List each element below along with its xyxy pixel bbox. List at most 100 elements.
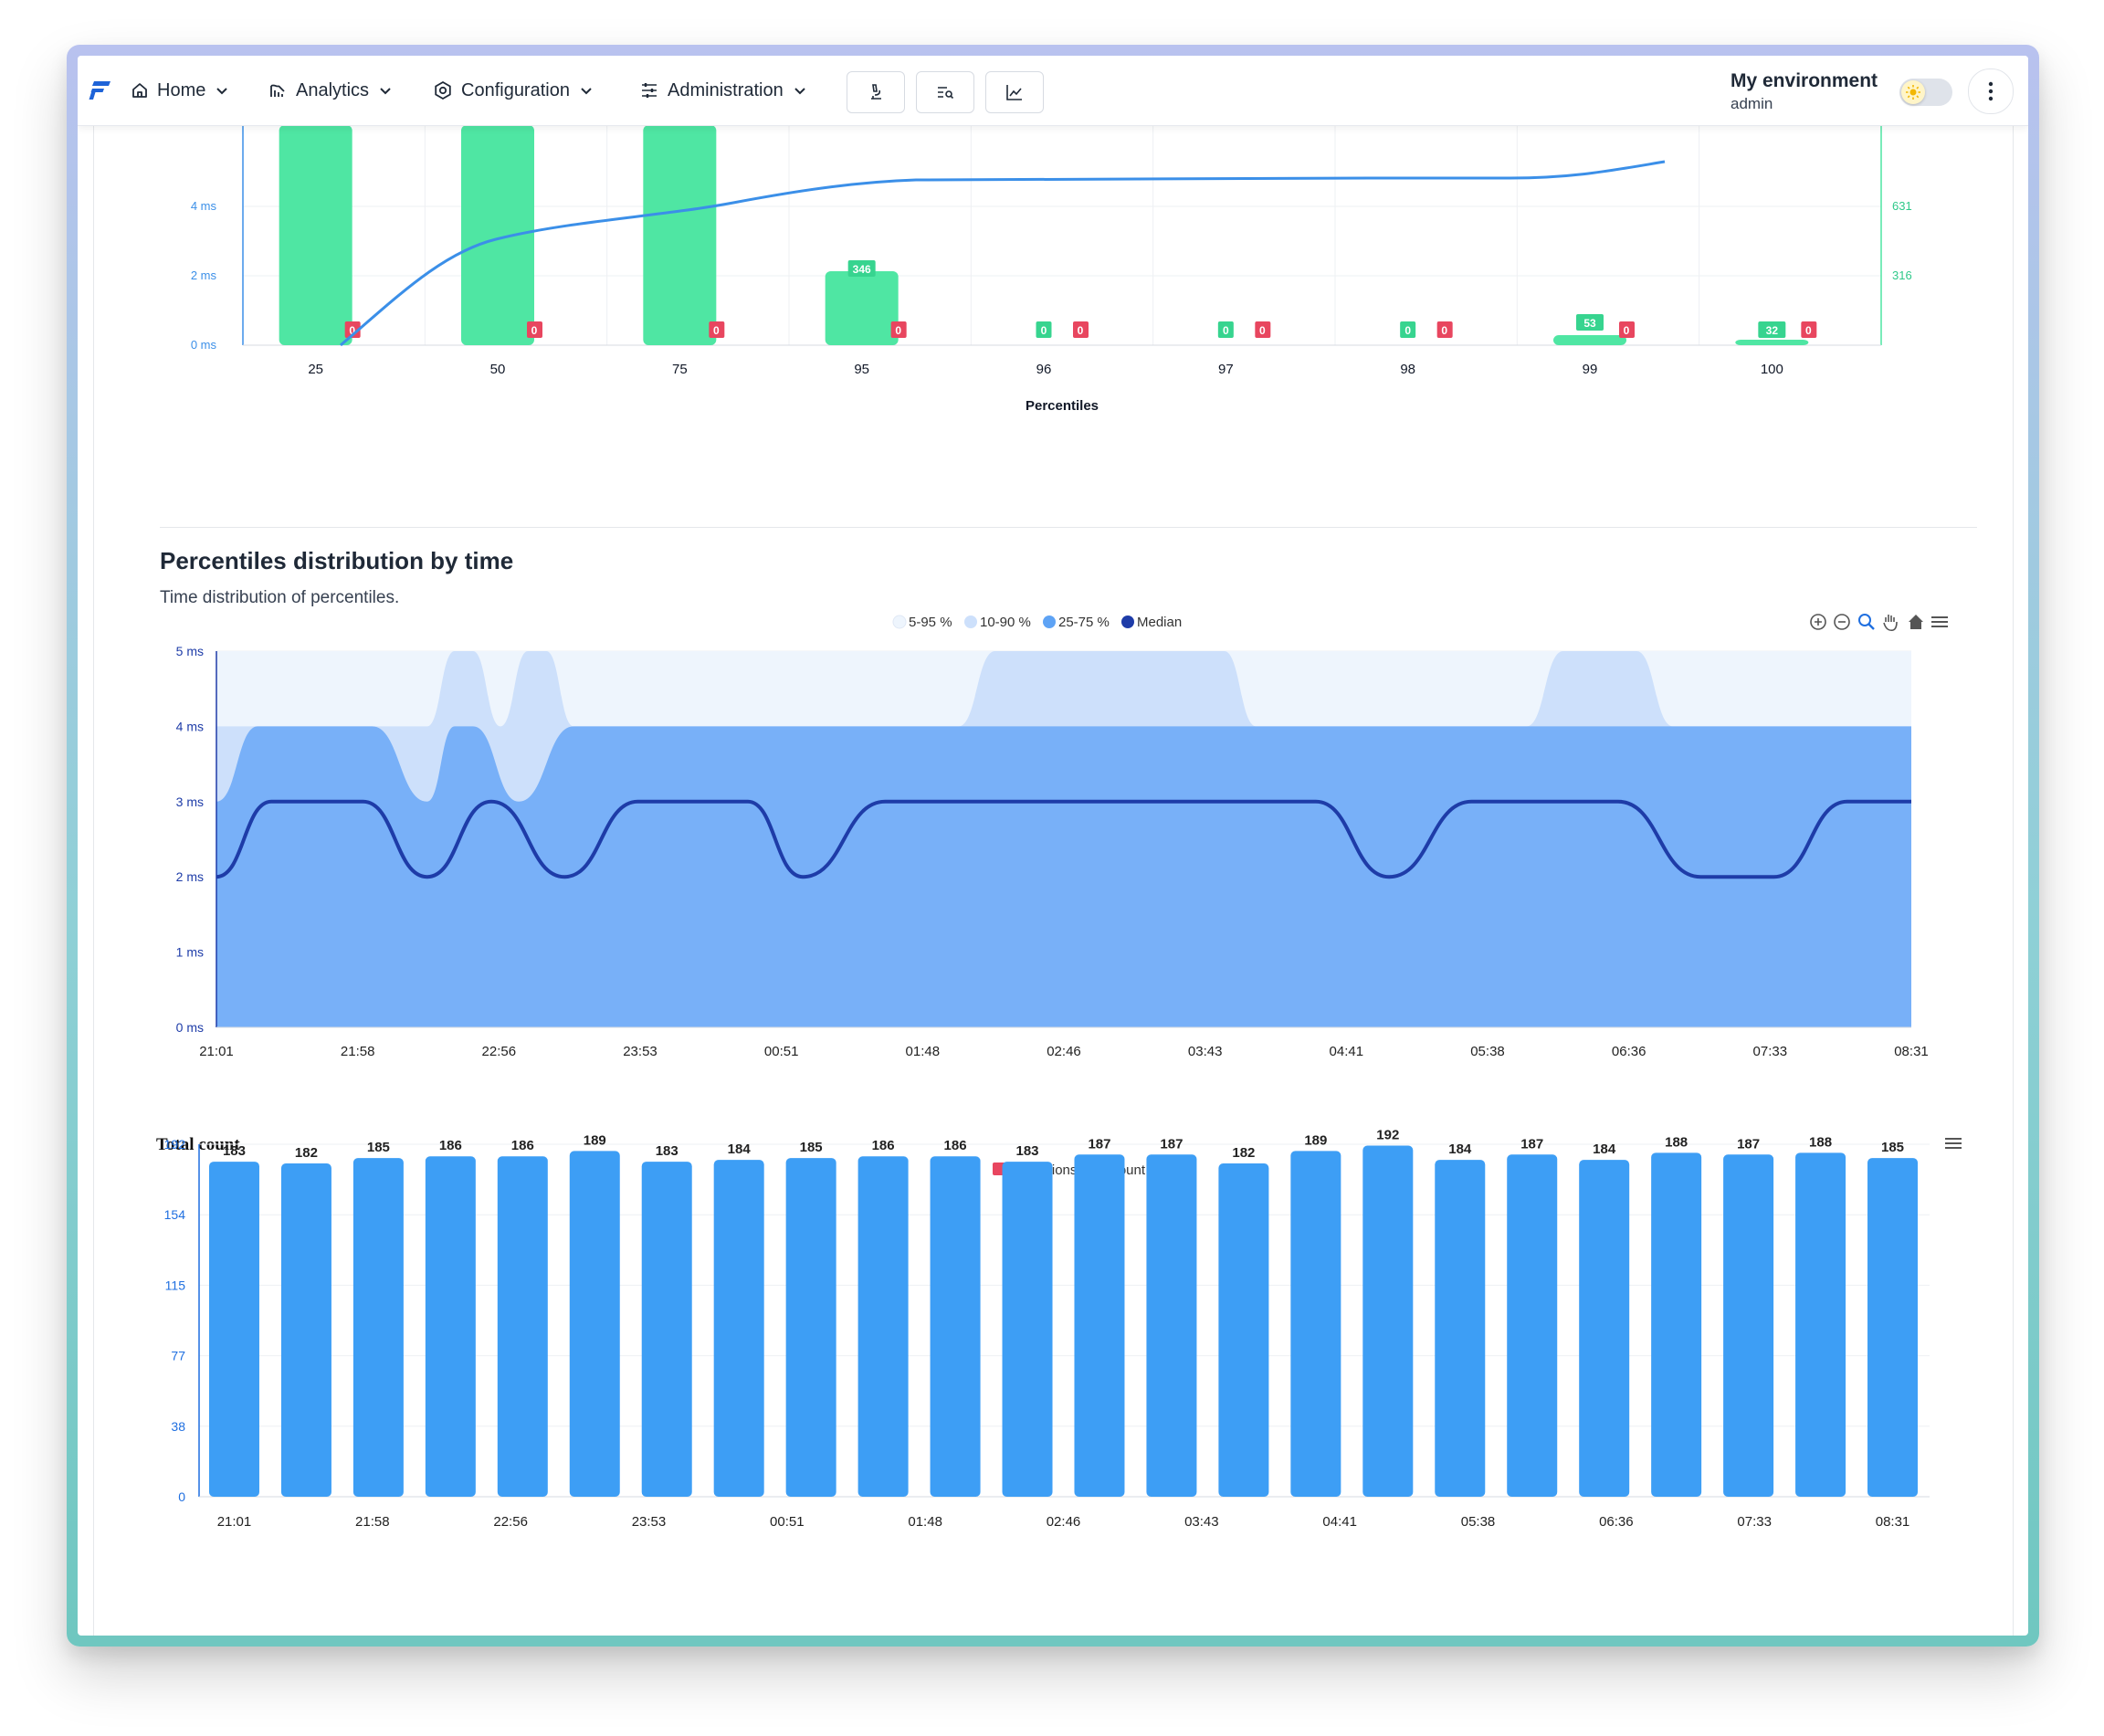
search-list-icon [938, 87, 954, 100]
x-tick-label: 22:56 [482, 1044, 517, 1059]
exception-badge [1801, 321, 1817, 338]
app-logo-icon[interactable] [89, 79, 112, 105]
nav-analytics[interactable]: Analytics [268, 78, 393, 103]
chevron-down-icon [794, 88, 805, 95]
search-list-button[interactable] [916, 71, 974, 113]
more-options-button[interactable] [1968, 68, 2014, 114]
sun-icon [1901, 80, 1925, 104]
percentiles-chart: 0 ms 2 ms 4 ms 316 631 25 0 50 0 75 0 95 0 96 0 97 0 98 0 9… [191, 125, 1912, 414]
count-label: 0 [1041, 324, 1047, 337]
count-label: 0 [1223, 324, 1229, 337]
zoom-in-icon [1810, 614, 1826, 630]
x-tick-label: 96 [1036, 362, 1052, 377]
total-count-chart: Total countExceptionsCount03877115154192… [156, 1128, 1962, 1530]
count-bar [930, 1156, 981, 1497]
bar-value-label: 185 [1881, 1140, 1904, 1155]
x-tick-label: 21:01 [217, 1514, 252, 1530]
x-tick-label: 03:43 [1184, 1514, 1219, 1530]
x-tick-label: 04:41 [1322, 1514, 1357, 1530]
bar-value-label: 183 [656, 1143, 679, 1159]
x-tick-label: 50 [490, 362, 506, 377]
y2-tick-label: 631 [1892, 199, 1912, 213]
exception-label: 0 [1078, 324, 1084, 337]
legend-marker [964, 615, 977, 628]
count-bar [352, 1158, 404, 1497]
exception-badge [709, 321, 725, 338]
bar-value-label: 186 [944, 1138, 967, 1153]
x-tick-label: 05:38 [1461, 1514, 1496, 1530]
count-bar [1507, 1154, 1558, 1497]
microscope-button[interactable] [847, 71, 905, 113]
count-bar [1218, 1163, 1269, 1497]
count-bar [857, 1156, 909, 1497]
count-badge [847, 260, 876, 277]
count-bar [1146, 1154, 1197, 1497]
app-window: Home Analytics Configuration Administrat… [78, 56, 2028, 1636]
count-label: 0 [1404, 324, 1411, 337]
count-bar [1579, 1160, 1630, 1497]
exception-label: 0 [1259, 324, 1266, 337]
bar-value-label: 183 [1016, 1143, 1039, 1159]
y-tick-label: 4 ms [176, 719, 204, 733]
x-tick-label: 08:31 [1894, 1044, 1929, 1059]
bar-value-label: 186 [511, 1138, 534, 1153]
x-tick-label: 06:36 [1612, 1044, 1646, 1059]
y-tick-label: 3 ms [176, 794, 204, 809]
sliders-icon [642, 83, 657, 98]
zoom-select-icon [1858, 614, 1875, 630]
user-name: admin [1731, 95, 1773, 112]
exception-badge [1619, 321, 1635, 338]
x-tick-label: 01:48 [908, 1514, 942, 1530]
count-bar [1435, 1160, 1486, 1497]
exception-badge [1073, 321, 1089, 338]
x-tick-label: 02:46 [1047, 1044, 1081, 1059]
y-tick-label: 115 [165, 1278, 186, 1292]
nav-administration-label: Administration [668, 79, 784, 100]
total-count-title: Total count [156, 1135, 240, 1154]
x-tick-label: 05:38 [1470, 1044, 1505, 1059]
line-chart-button[interactable] [985, 71, 1044, 113]
y-tick-label: 2 ms [176, 869, 204, 884]
count-badge [1758, 321, 1786, 338]
count-bar [208, 1162, 259, 1497]
y-tick-label: 1 ms [176, 945, 204, 960]
y-tick-label: 5 ms [176, 644, 204, 658]
x-tick-label: 04:41 [1330, 1044, 1364, 1059]
y-tick-label: 0 ms [176, 1020, 204, 1035]
legend-label: Median [1137, 615, 1182, 630]
exception-badge [1436, 321, 1453, 338]
nav-configuration[interactable]: Configuration [433, 78, 594, 103]
count-label: 346 [853, 263, 871, 276]
line-chart-icon [1006, 85, 1022, 100]
count-bar [1290, 1151, 1341, 1497]
median-line [216, 799, 1911, 879]
x-tick-label: 03:43 [1188, 1044, 1223, 1059]
bar-value-label: 186 [872, 1138, 895, 1153]
y-tick-label: 0 ms [191, 338, 217, 352]
zoom-out-icon [1834, 614, 1850, 630]
nav-analytics-label: Analytics [296, 79, 370, 100]
exception-label: 0 [1441, 324, 1447, 337]
count-bar [569, 1151, 620, 1497]
count-bar [425, 1156, 476, 1497]
count-badge [1217, 321, 1234, 338]
count-bar [1795, 1152, 1846, 1497]
bar-value-label: 184 [1593, 1142, 1616, 1157]
reset-home-icon [1909, 615, 1923, 629]
exception-badge [344, 321, 361, 338]
bar-value-label: 187 [1088, 1136, 1110, 1152]
theme-toggle[interactable] [1899, 79, 1952, 106]
x-tick-label: 23:53 [632, 1514, 667, 1530]
nav-home[interactable]: Home [131, 78, 229, 103]
x-tick-label: 02:46 [1047, 1514, 1081, 1530]
distribution-chart: 5-95 % 10-90 % 25-75 % Median 0 ms 1 ms 2 ms 3 … [176, 614, 1948, 1059]
count-label: 53 [1583, 317, 1596, 330]
x-tick-label: 00:51 [764, 1044, 799, 1059]
nav-configuration-label: Configuration [461, 79, 570, 100]
count-bar [1735, 340, 1809, 345]
exception-label: 0 [531, 324, 538, 337]
bar-value-label: 185 [367, 1140, 390, 1155]
legend-label: 25-75 % [1058, 615, 1110, 630]
count-bar [497, 1156, 548, 1497]
nav-administration[interactable]: Administration [639, 78, 807, 103]
